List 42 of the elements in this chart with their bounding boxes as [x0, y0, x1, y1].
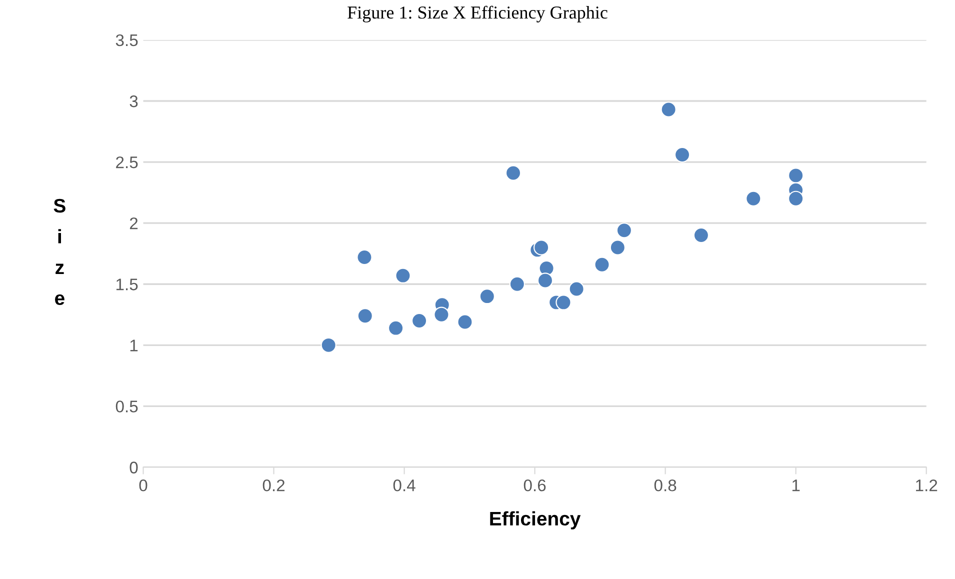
point — [479, 288, 495, 304]
point — [457, 314, 473, 330]
y-tick-label: 1 — [130, 340, 138, 352]
x-tick-label: 0.4 — [393, 480, 416, 492]
y-axis-title: Size — [54, 198, 66, 306]
point — [434, 306, 450, 322]
point — [674, 146, 690, 163]
y-tick-label: 0 — [130, 462, 138, 474]
point — [411, 312, 428, 329]
point — [533, 240, 550, 256]
y-tick-label: 3 — [130, 95, 138, 108]
x-tick-label: 0.6 — [524, 480, 546, 492]
y-tick-label: 0.5 — [116, 400, 138, 412]
point — [693, 227, 710, 244]
point — [788, 190, 804, 206]
point — [320, 337, 336, 354]
point — [594, 256, 610, 272]
point — [660, 102, 676, 118]
point — [556, 294, 572, 310]
x-tick-label: 0 — [139, 480, 148, 492]
x-tick-label: 1.2 — [916, 480, 938, 492]
x-tick-label: 0.2 — [262, 480, 285, 492]
point — [509, 276, 526, 292]
point — [568, 281, 584, 297]
x-tick-label: 0.8 — [654, 480, 676, 492]
point — [388, 320, 404, 336]
point — [356, 249, 372, 266]
point — [395, 268, 411, 284]
point — [746, 190, 762, 206]
point — [616, 222, 632, 238]
y-tick-label: 1.5 — [116, 278, 138, 290]
point — [505, 165, 522, 181]
point — [788, 168, 804, 184]
y-tick-label: 2 — [130, 217, 138, 230]
y-tick-label: 2.5 — [116, 156, 138, 168]
point — [610, 240, 626, 256]
point — [357, 308, 373, 324]
x-axis-title: Efficiency — [490, 511, 581, 530]
y-tick-label: 3.5 — [116, 34, 138, 46]
chart-title: Figure 1: Size X Efficiency Graphic — [348, 6, 608, 22]
x-tick-label: 1 — [792, 480, 800, 492]
point — [537, 272, 554, 288]
